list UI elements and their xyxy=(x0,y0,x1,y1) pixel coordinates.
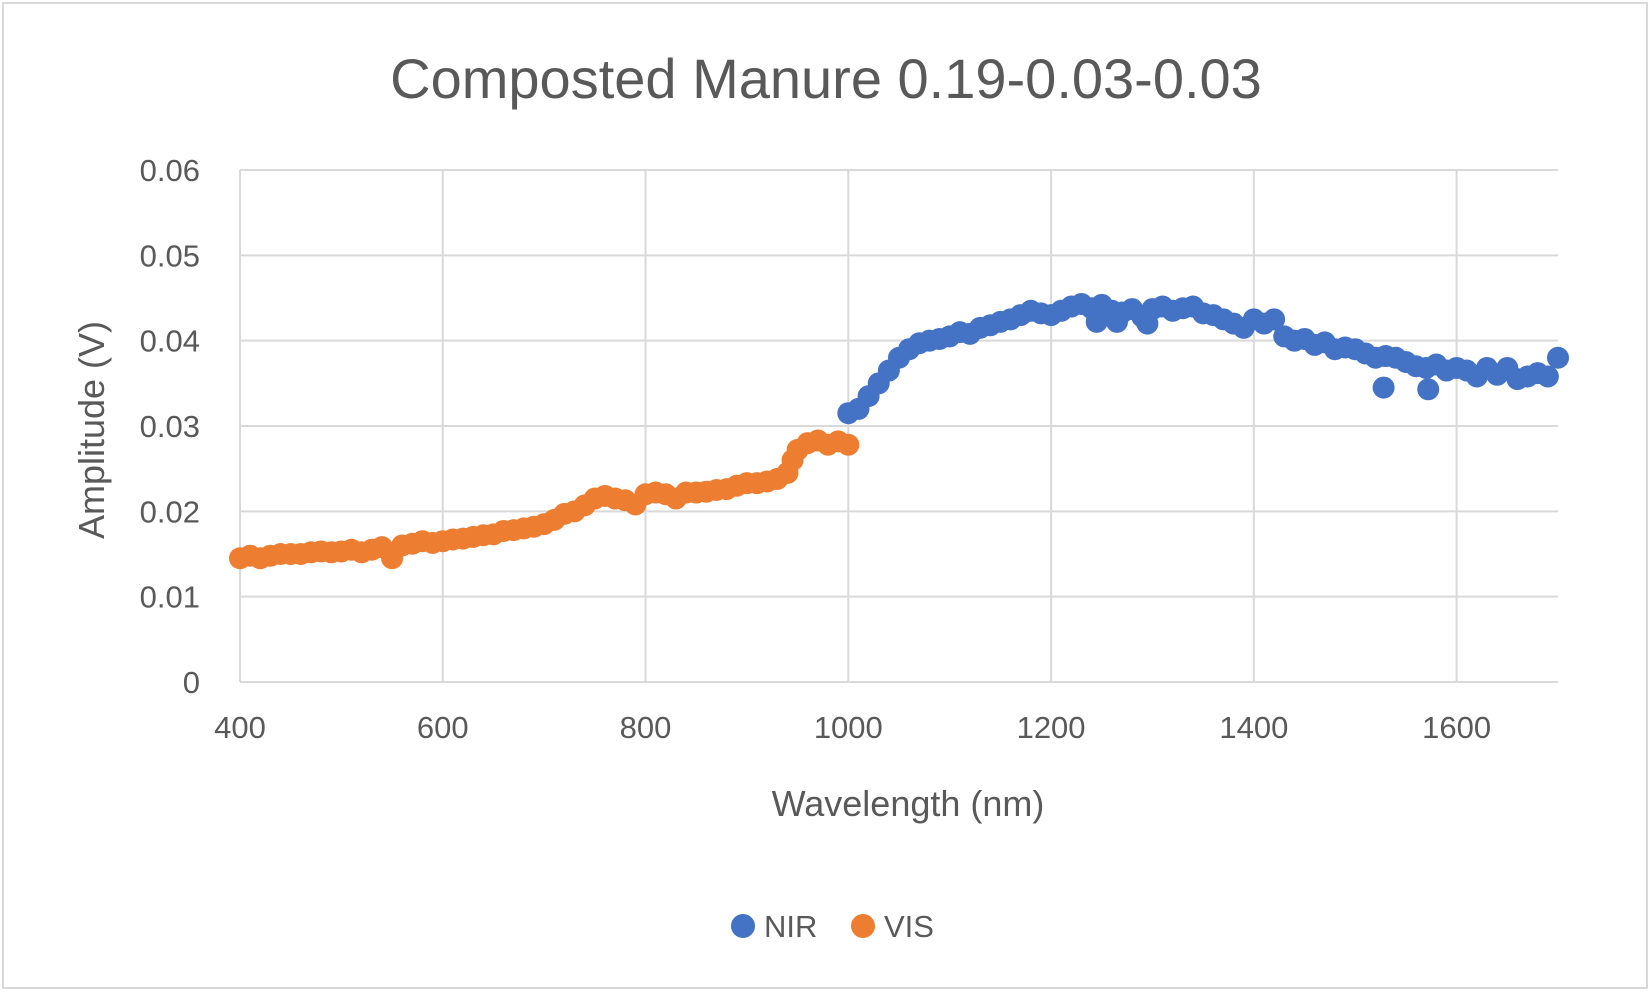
x-tick-label: 400 xyxy=(214,710,266,745)
data-points xyxy=(229,292,1569,570)
nir-point xyxy=(1085,310,1108,333)
y-tick-label: 0.01 xyxy=(140,580,200,615)
legend: NIR VIS xyxy=(731,909,934,944)
vis-point xyxy=(837,433,860,456)
nir-point xyxy=(1417,378,1440,401)
y-tick-label: 0 xyxy=(183,665,200,700)
series-nir xyxy=(837,292,1569,425)
y-tick-label: 0.05 xyxy=(140,238,200,273)
x-tick-label: 1400 xyxy=(1219,710,1288,745)
legend-label: VIS xyxy=(884,909,934,944)
series-vis xyxy=(229,429,860,570)
x-tick-labels: 400 600 800 1000 1200 1400 1600 xyxy=(214,710,1491,745)
y-axis-title: Amplitude (V) xyxy=(71,321,112,539)
legend-item-nir: NIR xyxy=(731,909,817,944)
legend-marker xyxy=(731,914,755,938)
chart-title: Composted Manure 0.19-0.03-0.03 xyxy=(390,47,1262,110)
x-tick-label: 600 xyxy=(417,710,469,745)
legend-marker xyxy=(851,914,875,938)
y-tick-label: 0.03 xyxy=(140,409,200,444)
nir-point xyxy=(1547,346,1569,369)
x-tick-label: 1600 xyxy=(1422,710,1491,745)
gridlines xyxy=(239,169,1558,683)
y-tick-label: 0.06 xyxy=(140,153,200,188)
y-tick-label: 0.04 xyxy=(140,324,200,359)
y-tick-label: 0.02 xyxy=(140,494,200,529)
x-tick-label: 1200 xyxy=(1017,710,1086,745)
x-axis-title: Wavelength (nm) xyxy=(772,783,1045,824)
x-tick-label: 1000 xyxy=(814,710,883,745)
x-tick-label: 800 xyxy=(620,710,672,745)
legend-item-vis: VIS xyxy=(851,909,934,944)
nir-point xyxy=(1536,365,1559,388)
nir-point xyxy=(1263,308,1286,331)
y-tick-labels: 0 0.01 0.02 0.03 0.04 0.05 0.06 xyxy=(140,153,200,700)
legend-label: NIR xyxy=(764,909,817,944)
nir-point xyxy=(1372,376,1395,399)
